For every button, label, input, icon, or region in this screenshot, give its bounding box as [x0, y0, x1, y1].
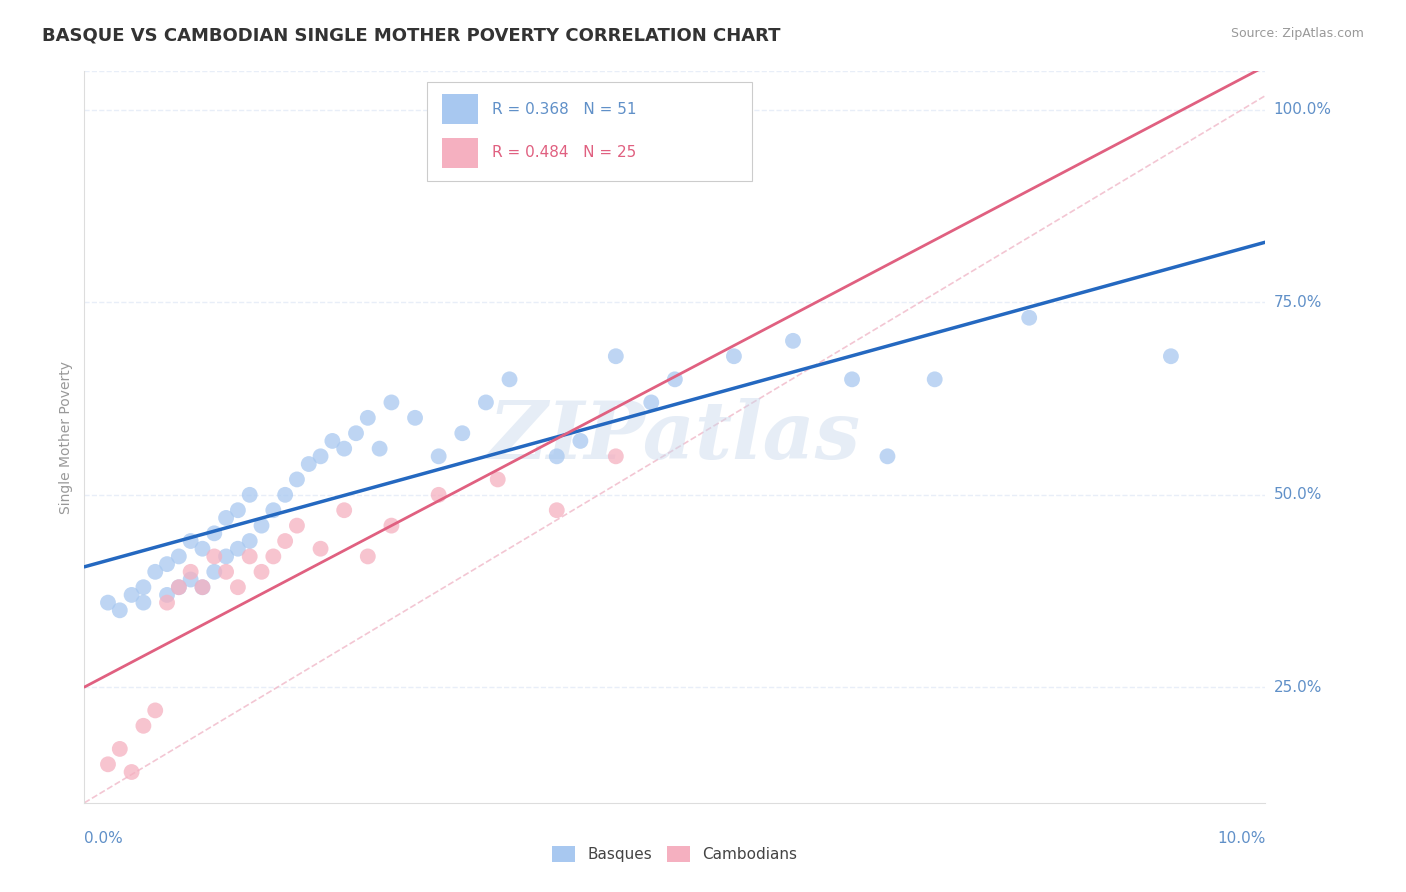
Point: [486, 472, 509, 486]
Point: [215, 511, 238, 525]
Point: [309, 450, 332, 464]
Point: [108, 742, 131, 756]
Point: [605, 450, 627, 464]
Point: [427, 488, 450, 502]
Point: [285, 472, 308, 486]
Point: [226, 541, 249, 556]
Point: [121, 764, 143, 779]
Point: [876, 450, 898, 464]
Point: [782, 334, 804, 348]
Point: [239, 534, 262, 549]
Text: 25.0%: 25.0%: [1274, 680, 1322, 695]
Point: [167, 549, 190, 564]
Point: [97, 757, 120, 772]
Point: [226, 580, 249, 594]
FancyBboxPatch shape: [427, 82, 752, 181]
Point: [357, 549, 380, 564]
Text: 100.0%: 100.0%: [1274, 103, 1331, 118]
Point: [143, 565, 166, 579]
Point: [180, 534, 202, 549]
Point: [1018, 310, 1040, 325]
Point: [841, 372, 863, 386]
Point: [108, 603, 131, 617]
Text: 75.0%: 75.0%: [1274, 295, 1322, 310]
Point: [132, 596, 155, 610]
Text: Source: ZipAtlas.com: Source: ZipAtlas.com: [1230, 27, 1364, 40]
Legend: Basques, Cambodians: Basques, Cambodians: [546, 840, 804, 868]
Point: [333, 442, 356, 456]
Point: [298, 457, 321, 471]
FancyBboxPatch shape: [443, 137, 478, 169]
Point: [427, 450, 450, 464]
Point: [333, 503, 356, 517]
Point: [239, 488, 262, 502]
Point: [664, 372, 686, 386]
Point: [191, 580, 214, 594]
Point: [132, 719, 155, 733]
Point: [132, 580, 155, 594]
Point: [167, 580, 190, 594]
Text: 0.0%: 0.0%: [84, 830, 124, 846]
Point: [156, 596, 179, 610]
Point: [344, 426, 367, 441]
Point: [262, 549, 284, 564]
Text: R = 0.368   N = 51: R = 0.368 N = 51: [492, 102, 637, 117]
Point: [239, 549, 262, 564]
Point: [250, 565, 273, 579]
Point: [546, 450, 568, 464]
Point: [274, 488, 297, 502]
Point: [202, 549, 225, 564]
Point: [1160, 349, 1182, 363]
Point: [569, 434, 592, 448]
Point: [498, 372, 520, 386]
Point: [97, 596, 120, 610]
Point: [285, 518, 308, 533]
Point: [723, 349, 745, 363]
Point: [143, 703, 166, 717]
Point: [180, 565, 202, 579]
Point: [321, 434, 343, 448]
Point: [546, 503, 568, 517]
Point: [202, 565, 225, 579]
Point: [167, 580, 190, 594]
Point: [156, 557, 179, 571]
Point: [605, 349, 627, 363]
Point: [191, 541, 214, 556]
Point: [226, 503, 249, 517]
Point: [357, 410, 380, 425]
Point: [215, 565, 238, 579]
FancyBboxPatch shape: [443, 94, 478, 124]
Point: [262, 503, 284, 517]
Text: R = 0.484   N = 25: R = 0.484 N = 25: [492, 145, 636, 161]
Y-axis label: Single Mother Poverty: Single Mother Poverty: [59, 360, 73, 514]
Point: [475, 395, 498, 409]
Point: [250, 518, 273, 533]
Point: [274, 534, 297, 549]
Text: 10.0%: 10.0%: [1218, 830, 1265, 846]
Point: [451, 426, 474, 441]
Point: [202, 526, 225, 541]
Point: [368, 442, 391, 456]
Point: [156, 588, 179, 602]
Text: 50.0%: 50.0%: [1274, 487, 1322, 502]
Point: [215, 549, 238, 564]
Point: [380, 395, 402, 409]
Point: [191, 580, 214, 594]
Point: [380, 518, 402, 533]
Text: ZIPatlas: ZIPatlas: [489, 399, 860, 475]
Point: [309, 541, 332, 556]
Point: [640, 395, 662, 409]
Point: [180, 573, 202, 587]
Point: [404, 410, 426, 425]
Point: [924, 372, 946, 386]
Point: [121, 588, 143, 602]
Text: BASQUE VS CAMBODIAN SINGLE MOTHER POVERTY CORRELATION CHART: BASQUE VS CAMBODIAN SINGLE MOTHER POVERT…: [42, 27, 780, 45]
